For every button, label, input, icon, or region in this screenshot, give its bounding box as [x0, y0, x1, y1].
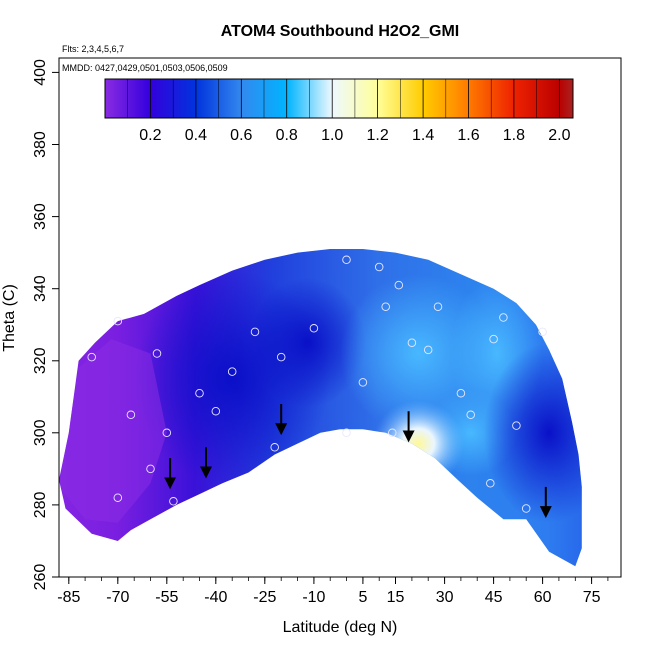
colorbar-ticks: 0.2 0.4 0.6 0.8 1.0 1.2 1.4 1.6 1.8 2.0 — [127, 79, 571, 144]
observation-marker — [489, 334, 498, 344]
observation-marker — [466, 410, 475, 420]
colorbar-tick-label: 0.2 — [139, 127, 161, 144]
field-feature — [248, 277, 367, 408]
y-tick-label: 320 — [32, 347, 49, 374]
observation-marker — [521, 504, 531, 513]
x-tick-label: -55 — [155, 589, 178, 606]
colorbar-tick-label: 0.6 — [230, 127, 252, 144]
vertical-arrows — [164, 404, 552, 519]
chart-title: ATOM4 Southbound H2O2_GMI — [221, 23, 460, 40]
dates-subtitle: MMDD: 0427,0429,0501,0503,0506,0509 — [62, 63, 228, 73]
observation-marker — [512, 421, 521, 430]
plot-frame — [58, 57, 622, 578]
x-tick-label: 30 — [436, 589, 454, 606]
observation-marker — [270, 443, 279, 452]
y-tick-label: 300 — [32, 419, 49, 446]
observation-marker — [456, 388, 466, 398]
observation-marker — [499, 313, 508, 322]
observation-marker — [162, 428, 172, 438]
y-tick-label: 340 — [32, 275, 49, 302]
observation-marker — [276, 352, 286, 362]
y-tick-label: 280 — [32, 491, 49, 518]
y-axis: 260 280 300 320 340 360 380 400 — [32, 59, 59, 590]
observation-marker — [433, 302, 443, 311]
field-feature — [59, 339, 167, 523]
x-tick-label: -40 — [204, 589, 227, 606]
x-tick-label: 5 — [358, 589, 367, 606]
observation-marker — [309, 324, 319, 333]
observation-marker — [374, 262, 384, 272]
colorbar-tick-label: 0.4 — [185, 127, 207, 144]
observation-marker — [388, 428, 397, 438]
colorbar-tick-label: 1.4 — [412, 127, 434, 144]
y-tick-label: 360 — [32, 203, 49, 230]
y-tick-label: 400 — [32, 59, 49, 86]
observation-marker — [423, 345, 433, 355]
field-feature — [372, 400, 465, 487]
colorbar-tick-label: 0.8 — [276, 127, 298, 144]
x-tick-label: 45 — [485, 589, 503, 606]
colorbar-tick-label: 2.0 — [548, 127, 570, 144]
colorbar: 0.2 0.4 0.6 0.8 1.0 1.2 1.4 1.6 1.8 2.0 — [104, 78, 574, 144]
x-tick-label: -10 — [302, 589, 325, 606]
observation-markers — [87, 255, 547, 513]
observation-marker — [169, 497, 178, 506]
x-axis-label: Latitude (deg N) — [283, 619, 398, 636]
colorbar-tick-label: 1.2 — [366, 127, 388, 144]
flights-subtitle: Flts: 2,3,4,5,6,7 — [62, 44, 124, 54]
x-tick-label: 60 — [534, 589, 552, 606]
observation-marker — [227, 367, 237, 376]
colorbar-tick-label: 1.6 — [457, 127, 479, 144]
x-tick-label: 15 — [387, 589, 405, 606]
observation-marker — [195, 388, 204, 398]
observation-marker — [538, 327, 547, 337]
x-tick-label: -70 — [106, 589, 129, 606]
observation-marker — [126, 410, 136, 420]
y-tick-label: 380 — [32, 131, 49, 158]
observation-marker — [342, 428, 351, 438]
colorbar-gradient — [104, 78, 574, 119]
observation-marker — [146, 464, 155, 474]
observation-marker — [381, 302, 390, 311]
x-tick-label: -85 — [57, 589, 80, 606]
observation-marker — [87, 352, 96, 362]
field-features — [59, 270, 582, 523]
colorbar-tick-label: 1.8 — [503, 127, 525, 144]
observation-marker — [394, 280, 404, 290]
observation-marker — [342, 255, 351, 265]
y-axis-label: Theta (C) — [1, 284, 18, 352]
x-axis: -85 -70 -55 -40 -25 -10 5 15 30 45 60 75 — [57, 577, 609, 606]
observation-marker — [113, 493, 123, 502]
observation-marker — [152, 349, 162, 358]
x-tick-label: -25 — [253, 589, 276, 606]
observation-marker — [250, 327, 260, 337]
observation-marker — [486, 479, 495, 488]
observation-marker — [358, 378, 368, 387]
colorbar-tick-label: 1.0 — [321, 127, 343, 144]
observation-marker — [113, 316, 123, 326]
y-tick-label: 260 — [32, 564, 49, 591]
field-feature — [483, 342, 582, 523]
x-tick-label: 75 — [583, 589, 601, 606]
observation-marker — [407, 338, 417, 347]
observation-marker — [211, 406, 221, 416]
